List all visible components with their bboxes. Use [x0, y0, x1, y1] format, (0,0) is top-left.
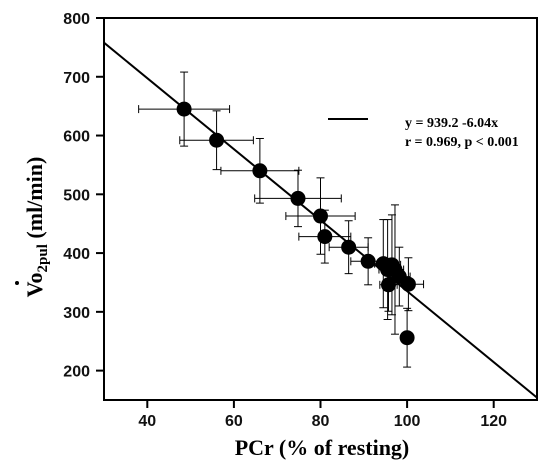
- y-axis-title-main: Vo: [22, 272, 47, 297]
- y-axis-title-text: Vo2pul (ml/min): [22, 157, 51, 298]
- x-tick-label: 80: [312, 413, 330, 430]
- legend-stats: r = 0.969, p < 0.001: [405, 135, 519, 150]
- data-point: [290, 190, 306, 206]
- y-axis-title-unit: (ml/min): [22, 157, 47, 244]
- y-axis-title-subscript: 2pul: [35, 244, 51, 272]
- data-point: [313, 208, 328, 224]
- x-axis-ticks: 40 60 80 100 120: [138, 400, 507, 430]
- x-tick-label: 40: [138, 413, 156, 430]
- data-point: [380, 277, 396, 293]
- y-axis-ticks: 200 300 400 500 600 700 800: [63, 11, 104, 381]
- data-point: [176, 101, 192, 117]
- x-tick-label: 60: [225, 413, 243, 430]
- y-tick-label: 500: [63, 187, 90, 204]
- x-tick-label: 100: [394, 413, 421, 430]
- data-point: [400, 276, 416, 292]
- y-tick-label: 300: [63, 305, 90, 322]
- data-point: [360, 253, 376, 269]
- vdot-marker: [15, 281, 19, 285]
- data-points-group: [176, 101, 416, 346]
- y-tick-label: 700: [63, 70, 90, 87]
- data-point: [341, 239, 357, 255]
- x-axis-title: PCr (% of resting): [235, 435, 410, 460]
- x-tick-label: 120: [480, 413, 507, 430]
- y-tick-label: 600: [63, 129, 90, 146]
- y-tick-label: 800: [63, 11, 90, 28]
- y-tick-label: 200: [63, 364, 90, 381]
- legend-equation: y = 939.2 -6.04x: [405, 116, 498, 131]
- error-bars-group: [138, 71, 425, 368]
- y-axis-title: Vo2pul (ml/min): [22, 157, 51, 298]
- legend: y = 939.2 -6.04x r = 0.969, p < 0.001: [328, 116, 519, 150]
- data-point: [209, 132, 225, 148]
- y-tick-label: 400: [63, 246, 90, 263]
- data-point: [317, 229, 333, 245]
- data-point: [399, 330, 415, 346]
- data-point: [252, 163, 268, 179]
